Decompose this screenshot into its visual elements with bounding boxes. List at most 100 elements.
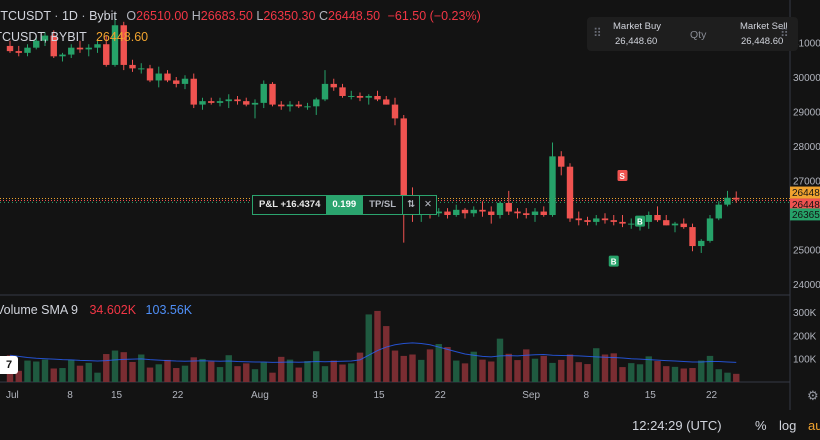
candle-body bbox=[41, 35, 49, 41]
high-key: H bbox=[191, 9, 201, 23]
volume-bar bbox=[698, 360, 705, 382]
market-sell-price[interactable]: 26,448.60 bbox=[741, 36, 784, 47]
candle-body bbox=[453, 209, 460, 215]
sub-symbol-label: BTCUSDT, BYBIT bbox=[0, 30, 87, 44]
volume-bar bbox=[374, 310, 381, 382]
gear-icon[interactable]: ⚙ bbox=[807, 388, 819, 403]
auto-toggle[interactable]: au bbox=[808, 418, 820, 433]
volume-bar bbox=[523, 349, 530, 382]
volume-bar bbox=[505, 353, 512, 382]
interval-label[interactable]: 1D bbox=[61, 9, 78, 23]
candle-body bbox=[199, 101, 206, 105]
tradingview-logo-icon[interactable]: 7 bbox=[0, 356, 18, 374]
low-value: 26350.30 bbox=[263, 9, 316, 23]
tp-sl-button[interactable]: TP/SL bbox=[362, 196, 402, 214]
volume-bar bbox=[216, 367, 224, 382]
candle-body bbox=[138, 68, 145, 70]
candle-body bbox=[558, 156, 565, 167]
candle-body bbox=[540, 211, 547, 215]
volume-bar bbox=[15, 370, 22, 382]
volume-bar bbox=[243, 363, 250, 382]
clock-label[interactable]: 12:24:29 (UTC) bbox=[632, 418, 722, 433]
volume-bar bbox=[129, 361, 136, 382]
close-key: C bbox=[318, 9, 328, 23]
marker-label: S bbox=[620, 172, 626, 181]
volume-bar bbox=[103, 354, 110, 382]
log-toggle[interactable]: log bbox=[779, 418, 797, 433]
price-tag-label: 26448 bbox=[792, 200, 820, 211]
candle-body bbox=[374, 95, 381, 100]
candle-body bbox=[435, 211, 442, 214]
reverse-icon[interactable]: ⇅ bbox=[402, 196, 419, 214]
candle-body bbox=[514, 211, 521, 214]
candle-body bbox=[286, 104, 294, 107]
candle-body bbox=[496, 202, 504, 215]
volume-bar bbox=[41, 359, 49, 382]
price-tick-label: 28000 bbox=[793, 142, 820, 153]
candle-body bbox=[260, 83, 267, 103]
close-value: 26448.50 bbox=[327, 9, 381, 23]
volume-tick-label: 100K bbox=[793, 355, 817, 366]
volume-label[interactable]: Volume SMA 9 bbox=[0, 303, 78, 317]
volume-bar bbox=[383, 326, 390, 382]
market-buy-label[interactable]: Market Buy bbox=[613, 21, 662, 32]
candle-body bbox=[111, 25, 119, 65]
price-tag bbox=[790, 186, 820, 199]
percent-toggle[interactable]: % bbox=[755, 418, 767, 433]
candle-body bbox=[348, 95, 355, 97]
candle-body bbox=[50, 35, 57, 57]
candle-body bbox=[68, 47, 75, 55]
volume-bar bbox=[671, 366, 679, 382]
volume-bar bbox=[418, 359, 425, 382]
volume-bar bbox=[68, 359, 75, 382]
volume-bar bbox=[50, 368, 57, 382]
market-buy-price[interactable]: 26,448.60 bbox=[615, 36, 658, 47]
volume-bar bbox=[365, 314, 372, 382]
volume-bar bbox=[531, 358, 539, 382]
candle-body bbox=[365, 95, 372, 98]
volume-bar bbox=[146, 367, 154, 382]
drag-handle-icon[interactable]: ⠿ bbox=[593, 26, 602, 40]
price-tag-label: 26448 bbox=[792, 188, 820, 199]
candle-body bbox=[593, 218, 600, 222]
volume-bar bbox=[540, 355, 547, 382]
candle-body bbox=[706, 218, 714, 241]
candle-body bbox=[190, 78, 197, 105]
separator: · bbox=[81, 9, 86, 23]
market-sell-label[interactable]: Market Sell bbox=[740, 21, 788, 32]
candle-body bbox=[339, 87, 346, 96]
high-value: 26683.50 bbox=[200, 9, 253, 23]
time-tick-label: 15 bbox=[111, 390, 123, 401]
candle-body bbox=[330, 83, 337, 88]
symbol-label[interactable]: BTCUSDT bbox=[0, 9, 51, 23]
time-tick-label: 22 bbox=[435, 390, 447, 401]
position-line-label[interactable]: P&L +16.4374 0.199 TP/SL ⇅ ✕ bbox=[252, 195, 437, 215]
drag-handle-icon[interactable]: ⠿ bbox=[780, 26, 789, 40]
time-tick-label: 8 bbox=[67, 390, 73, 401]
volume-bar bbox=[636, 364, 644, 382]
volume-bar bbox=[409, 354, 416, 382]
volume-bar bbox=[733, 373, 740, 382]
marker-label: B bbox=[611, 258, 617, 267]
candle-body bbox=[295, 104, 302, 107]
qty-label[interactable]: Qty bbox=[690, 29, 707, 41]
separator: · bbox=[54, 9, 59, 23]
candle-body bbox=[59, 54, 66, 57]
candle-body bbox=[531, 211, 539, 215]
volume-bar bbox=[164, 359, 171, 382]
close-icon[interactable]: ✕ bbox=[419, 196, 436, 214]
candle-body bbox=[15, 51, 22, 53]
candle-body bbox=[663, 220, 670, 226]
price-tick-label: 31000 bbox=[793, 39, 820, 50]
volume-bar bbox=[24, 360, 31, 382]
volume-bar bbox=[426, 349, 434, 382]
volume-bar bbox=[356, 352, 364, 382]
volume-bar bbox=[654, 361, 661, 382]
volume-bar bbox=[76, 365, 84, 382]
candle-body bbox=[619, 221, 626, 224]
volume-bar bbox=[173, 368, 180, 382]
price-tag-label: 26365 bbox=[792, 210, 820, 221]
candle-body bbox=[733, 197, 740, 200]
candle-body bbox=[356, 95, 364, 98]
